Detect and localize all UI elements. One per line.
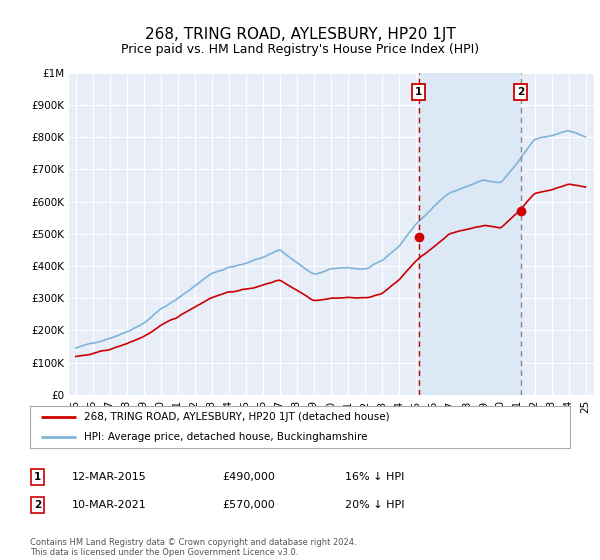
Text: 2: 2	[517, 87, 524, 97]
Text: 268, TRING ROAD, AYLESBURY, HP20 1JT (detached house): 268, TRING ROAD, AYLESBURY, HP20 1JT (de…	[84, 412, 389, 422]
Text: £490,000: £490,000	[222, 472, 275, 482]
Text: 2: 2	[34, 500, 41, 510]
Bar	[419, 73, 521, 395]
Text: HPI: Average price, detached house, Buckinghamshire: HPI: Average price, detached house, Buck…	[84, 432, 367, 442]
Text: 1: 1	[34, 472, 41, 482]
Text: 1: 1	[415, 87, 422, 97]
Text: 16% ↓ HPI: 16% ↓ HPI	[345, 472, 404, 482]
Text: 10-MAR-2021: 10-MAR-2021	[72, 500, 147, 510]
Text: 12-MAR-2015: 12-MAR-2015	[72, 472, 147, 482]
Text: £570,000: £570,000	[222, 500, 275, 510]
Text: 20% ↓ HPI: 20% ↓ HPI	[345, 500, 404, 510]
Text: Price paid vs. HM Land Registry's House Price Index (HPI): Price paid vs. HM Land Registry's House …	[121, 43, 479, 55]
Text: 268, TRING ROAD, AYLESBURY, HP20 1JT: 268, TRING ROAD, AYLESBURY, HP20 1JT	[145, 27, 455, 42]
Text: Contains HM Land Registry data © Crown copyright and database right 2024.
This d: Contains HM Land Registry data © Crown c…	[30, 538, 356, 557]
